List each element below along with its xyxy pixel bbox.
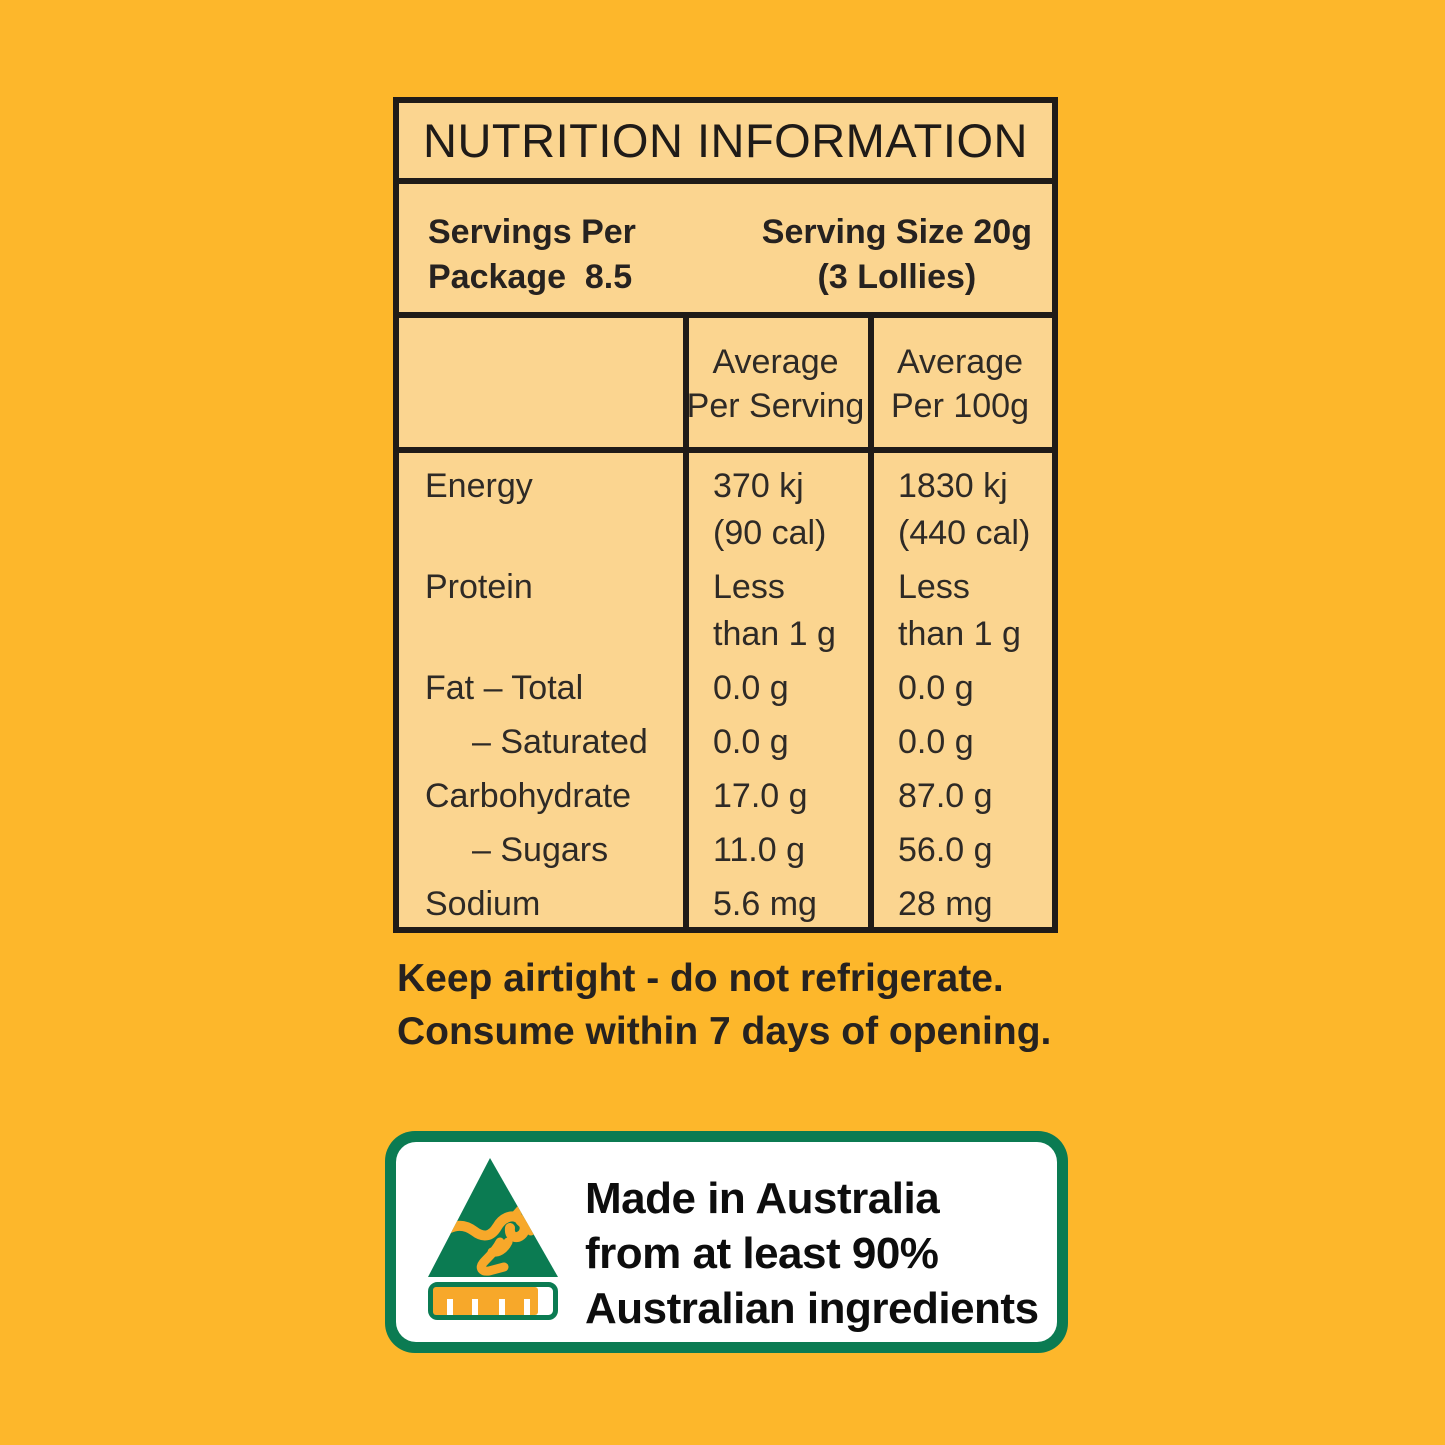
table-row: Fat – Total 0.0 g 0.0 g xyxy=(399,665,1052,712)
table-row: Carbohydrate 17.0 g 87.0 g xyxy=(399,773,1052,820)
value-per-serving: 11.0 g xyxy=(713,831,806,869)
value-per-serving: 0.0 g xyxy=(713,669,789,707)
australian-made-badge: Made in Australia from at least 90% Aust… xyxy=(385,1131,1068,1353)
value-per-serving: 17.0 g xyxy=(713,777,808,815)
value-per-100g: 56.0 g xyxy=(898,831,993,869)
value-per-100g: 1830 kj (440 cal) xyxy=(898,467,1031,552)
column-divider xyxy=(868,318,874,928)
nutrient-label: – Sugars xyxy=(472,831,609,869)
value-per-100g: 28 mg xyxy=(898,885,993,923)
nutrient-label: – Saturated xyxy=(472,723,648,761)
value-per-serving: Less than 1 g xyxy=(713,568,836,653)
value-per-serving: 370 kj (90 cal) xyxy=(713,467,827,552)
nutrition-title-section: NUTRITION INFORMATION xyxy=(399,103,1052,178)
nutrient-label: Protein xyxy=(425,568,533,606)
table-row: Sodium 5.6 mg 28 mg xyxy=(399,881,1052,928)
table-header-row: Average Per Serving Average Per 100g xyxy=(399,318,1052,453)
table-row: – Saturated 0.0 g 0.0 g xyxy=(399,719,1052,766)
value-per-serving: 0.0 g xyxy=(713,723,789,761)
value-per-100g: 87.0 g xyxy=(898,777,993,815)
origin-statement: Made in Australia from at least 90% Aust… xyxy=(585,1174,1039,1333)
nutrient-label: Energy xyxy=(425,467,533,505)
nutrient-label: Fat – Total xyxy=(425,669,584,707)
header-per-100g: Average Per 100g xyxy=(891,343,1029,425)
servings-per-package: Servings Per Package 8.5 xyxy=(428,213,636,296)
table-body: Energy 370 kj (90 cal) 1830 kj (440 cal)… xyxy=(399,453,1052,928)
value-per-serving: 5.6 mg xyxy=(713,885,817,923)
servings-section: Servings Per Package 8.5 Serving Size 20… xyxy=(399,178,1052,312)
nutrient-label: Carbohydrate xyxy=(425,777,632,815)
table-row: – Sugars 11.0 g 56.0 g xyxy=(399,827,1052,874)
australian-made-kangaroo-icon xyxy=(428,1158,558,1320)
nutrition-table: Average Per Serving Average Per 100g Ene… xyxy=(399,312,1052,928)
value-per-100g: 0.0 g xyxy=(898,669,974,707)
table-row: Energy 370 kj (90 cal) 1830 kj (440 cal) xyxy=(399,463,1052,557)
value-per-100g: Less than 1 g xyxy=(898,568,1021,653)
empty-header-cell xyxy=(399,340,683,447)
nutrition-panel: NUTRITION INFORMATION Servings Per Packa… xyxy=(393,97,1058,933)
header-per-serving: Average Per Serving xyxy=(686,343,865,425)
nutrition-title: NUTRITION INFORMATION xyxy=(423,114,1028,167)
column-divider xyxy=(683,318,689,928)
nutrient-label: Sodium xyxy=(425,885,541,923)
storage-instructions: Keep airtight - do not refrigerate. Cons… xyxy=(397,957,1052,1053)
serving-size: Serving Size 20g (3 Lollies) xyxy=(761,213,1032,296)
table-row: Protein Less than 1 g Less than 1 g xyxy=(399,564,1052,658)
value-per-100g: 0.0 g xyxy=(898,723,974,761)
